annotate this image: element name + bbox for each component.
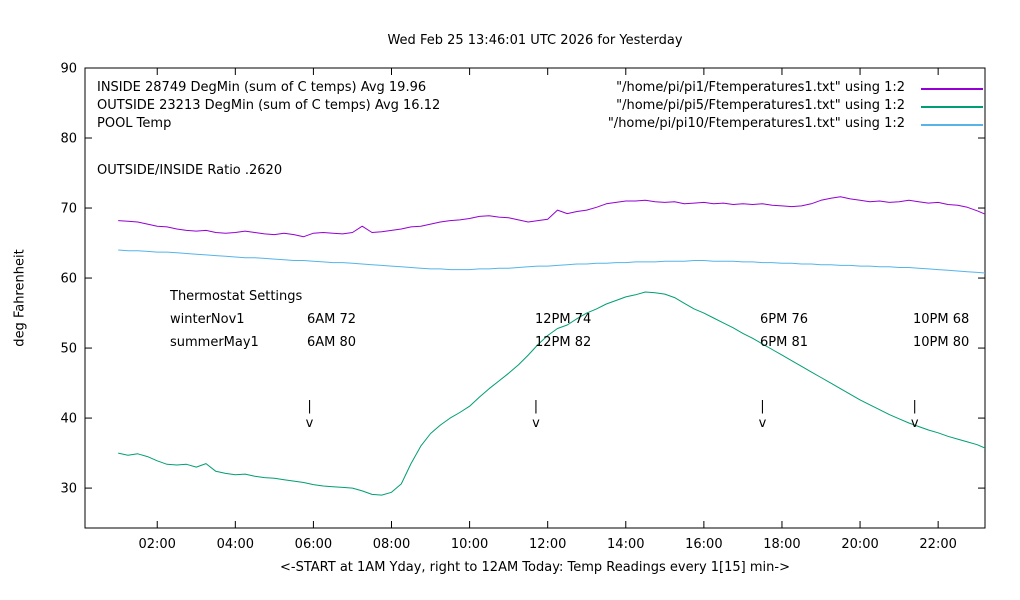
legend-line-sample-pool [921, 124, 983, 126]
series-line-outside [118, 291, 985, 496]
thermostat-summer-6am: 6AM 80 [307, 335, 357, 350]
thermostat-winter-6pm: 6PM 76 [760, 312, 809, 327]
plot-border [84, 67, 986, 529]
y-tick-label: 50 [60, 342, 77, 357]
thermostat-marker-bar: | [913, 399, 917, 414]
thermostat-summer-6pm: 6PM 81 [760, 335, 809, 350]
x-tick-label: 14:00 [607, 537, 644, 552]
x-tick-label: 10:00 [451, 537, 488, 552]
y-tick-label: 30 [60, 482, 77, 497]
thermostat-summer-10pm: 10PM 80 [913, 335, 970, 350]
y-tick-label: 80 [60, 132, 77, 147]
x-tick-label: 08:00 [373, 537, 410, 552]
legend-line-sample-inside [921, 88, 983, 90]
legend-row-pool: POOL Temp "/home/pi/pi10/Ftemperatures1.… [97, 116, 983, 134]
y-tick-label: 70 [60, 202, 77, 217]
thermostat-marker-v: v [911, 416, 919, 431]
y-tick-label: 90 [60, 62, 77, 77]
thermostat-time-markers: | v | v | v | v [306, 399, 919, 431]
thermostat-marker-bar: | [534, 399, 538, 414]
thermostat-winter-10pm: 10PM 68 [913, 312, 970, 327]
y-tick-label: 40 [60, 412, 77, 427]
series-line-inside [118, 196, 985, 238]
x-tick-label: 06:00 [295, 537, 332, 552]
x-tick-label: 18:00 [763, 537, 800, 552]
x-tick-label: 16:00 [685, 537, 722, 552]
thermostat-marker-v: v [306, 416, 314, 431]
series-line-pool [118, 249, 985, 274]
thermostat-winter-6am: 6AM 72 [307, 312, 357, 327]
legend-label-outside: OUTSIDE 23213 DegMin (sum of C temps) Av… [97, 98, 441, 113]
thermostat-winter-12pm: 12PM 74 [535, 312, 592, 327]
thermostat-summer-name: summerMay1 [170, 335, 259, 350]
thermostat-marker-bar: | [760, 399, 764, 414]
legend-file-outside: "/home/pi/pi5/Ftemperatures1.txt" using … [616, 98, 905, 113]
x-tick-label: 04:00 [217, 537, 254, 552]
legend-file-inside: "/home/pi/pi1/Ftemperatures1.txt" using … [616, 80, 905, 95]
thermostat-marker-v: v [759, 416, 767, 431]
chart-title: Wed Feb 25 13:46:01 UTC 2026 for Yesterd… [387, 33, 683, 48]
x-tick-label: 02:00 [138, 537, 175, 552]
x-axis-label: <-START at 1AM Yday, right to 12AM Today… [280, 560, 790, 575]
legend-row-inside: INSIDE 28749 DegMin (sum of C temps) Avg… [97, 80, 983, 98]
thermostat-marker-v: v [532, 416, 540, 431]
outside-inside-ratio: OUTSIDE/INSIDE Ratio .2620 [97, 163, 283, 178]
thermostat-settings-heading: Thermostat Settings [170, 289, 303, 304]
x-tick-label: 22:00 [919, 537, 956, 552]
axis-ticks: 02:00 04:00 06:00 08:00 10:00 12:00 14:00 16:00… [60, 62, 985, 552]
legend-row-outside: OUTSIDE 23213 DegMin (sum of C temps) Av… [97, 98, 983, 116]
legend-label-pool: POOL Temp [97, 116, 172, 131]
thermostat-winter-name: winterNov1 [170, 312, 245, 327]
x-tick-label: 12:00 [529, 537, 566, 552]
y-tick-label: 60 [60, 272, 77, 287]
legend-label-inside: INSIDE 28749 DegMin (sum of C temps) Avg… [97, 80, 427, 95]
y-axis-label: deg Fahrenheit [12, 249, 28, 347]
thermostat-marker-bar: | [307, 399, 311, 414]
legend-file-pool: "/home/pi/pi10/Ftemperatures1.txt" using… [607, 116, 905, 131]
legend-line-sample-outside [921, 106, 983, 108]
x-tick-label: 20:00 [841, 537, 878, 552]
data-series [118, 196, 985, 496]
thermostat-summer-12pm: 12PM 82 [535, 335, 592, 350]
